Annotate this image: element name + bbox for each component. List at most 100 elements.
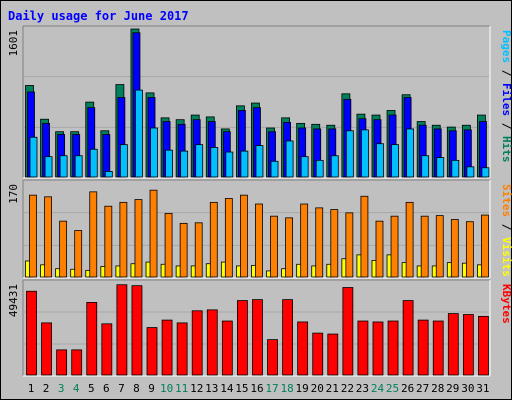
bar-visits [345,212,354,278]
x-tick-label: 15 [235,382,248,395]
bar-pages [225,151,234,178]
x-tick-label: 24 [371,382,385,395]
bar-pages [180,150,189,178]
bar-kbytes [372,321,384,376]
bar-kbytes [221,320,233,376]
bar-kbytes [402,300,414,376]
bar-pages [104,171,113,178]
x-tick-label: 16 [250,382,263,395]
legend-entry: Files [500,83,512,116]
bar-visits [270,215,278,278]
bar-visits [149,189,158,278]
bar-kbytes [327,333,339,376]
x-tick-label: 5 [88,382,95,395]
bar-files [102,134,111,178]
bar-kbytes [71,349,83,376]
bar-kbytes [312,332,324,376]
bar-kbytes [206,309,218,376]
bar-visits [240,194,248,278]
bar-pages [361,129,369,178]
bar-kbytes [432,320,444,376]
bar-kbytes [342,287,354,376]
bar-pages [406,128,415,178]
bar-pages [59,155,68,178]
y-max-label-kbytes: 49431 [7,284,20,317]
x-tick-label: 22 [341,382,354,395]
legend-entry: Sites [500,184,512,217]
bar-pages [135,89,143,178]
x-tick-label: 31 [476,382,489,395]
bar-kbytes [26,290,37,376]
bar-pages [150,127,158,178]
bar-visits [164,213,173,278]
bar-pages [285,140,294,178]
bar-pages [451,159,460,178]
legend-entry: / [500,217,512,237]
legend-visits: Sites / Visits [500,184,512,277]
bar-kbytes [357,320,369,376]
x-tick-label: 6 [103,382,110,395]
bar-visits [179,222,188,278]
bar-visits [89,191,98,278]
x-tick-label: 2 [43,382,50,395]
x-tick-label: 8 [133,382,140,395]
bar-kbytes [146,327,158,376]
x-tick-label: 1 [28,382,35,395]
bar-visits [375,220,384,278]
bar-kbytes [297,321,309,376]
bar-visits [465,221,474,278]
bar-pages [315,159,324,178]
bar-kbytes [282,299,293,376]
x-tick-label: 20 [311,382,324,395]
x-tick-label: 4 [73,382,80,395]
bar-pages [29,136,38,178]
bar-pages [330,155,339,178]
bar-pages [119,144,128,178]
legend-entry: KBytes [500,284,512,324]
bar-visits [44,196,52,278]
bar-kbytes [462,314,474,376]
x-tick-label: 28 [431,382,444,395]
x-tick-label: 11 [175,382,188,395]
bar-pages [300,156,309,178]
bar-pages [466,166,475,178]
bar-visits [119,201,128,278]
bar-visits [420,215,429,278]
bar-kbytes [56,349,68,376]
x-tick-label: 10 [160,382,173,395]
bar-pages [270,160,279,178]
bar-pages [44,156,53,178]
bar-kbytes [86,302,98,376]
bar-visits [360,195,369,278]
bar-pages [74,155,83,178]
bar-kbytes [417,319,429,376]
x-tick-label: 14 [220,382,234,395]
bar-visits [104,205,113,278]
x-tick-label: 21 [326,382,339,395]
bar-pages [210,147,219,178]
bar-visits [209,201,218,278]
y-max-label-visits: 170 [7,184,20,204]
bar-visits [224,198,233,278]
bar-visits [450,219,459,278]
bar-kbytes [131,285,143,376]
bar-visits [481,214,489,278]
bar-kbytes [252,299,263,376]
bar-visits [134,199,143,278]
bar-kbytes [237,300,248,376]
bar-visits [29,194,37,278]
bar-kbytes [176,322,188,376]
bar-visits [194,222,203,278]
bar-kbytes [447,313,459,376]
bar-kbytes [478,315,489,376]
bar-kbytes [191,310,203,376]
bar-kbytes [387,320,399,376]
bar-pages [255,145,264,178]
bar-pages [436,157,445,178]
bar-visits [59,220,68,278]
x-tick-label: 17 [265,382,278,395]
x-tick-label: 19 [296,382,309,395]
legend-hits: Pages / Files / Hits [500,30,512,163]
bar-pages [195,144,204,178]
